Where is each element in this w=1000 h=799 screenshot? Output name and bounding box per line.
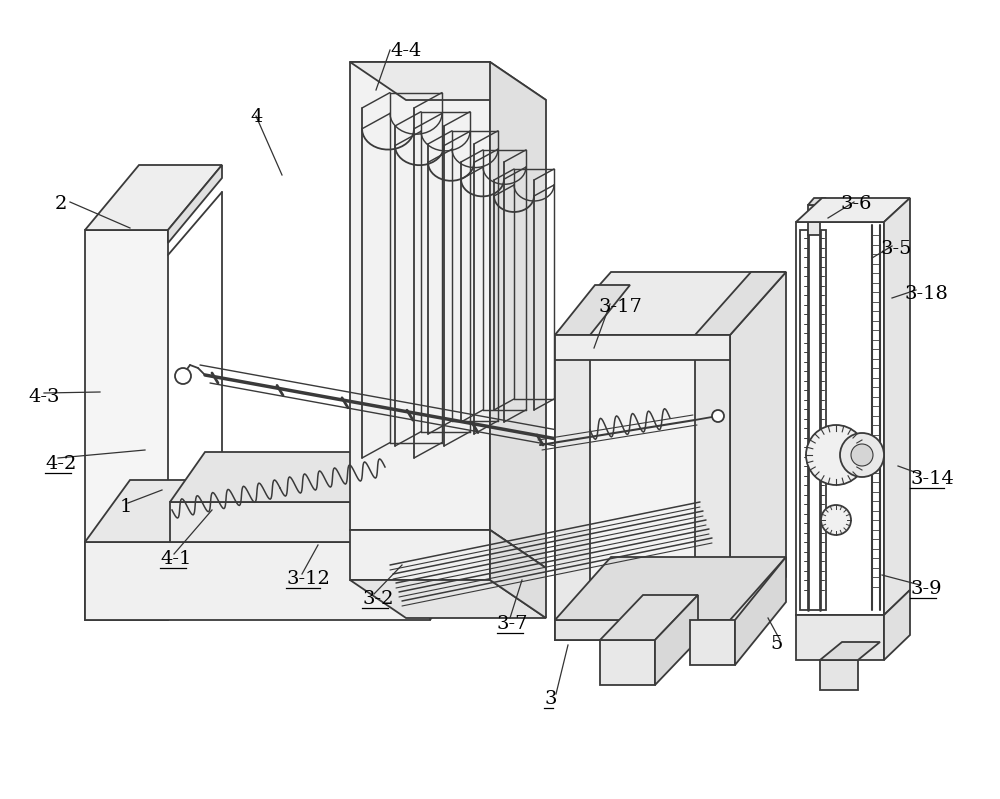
Text: 4-3: 4-3 (28, 388, 60, 406)
Polygon shape (730, 272, 786, 640)
Polygon shape (555, 335, 730, 640)
Circle shape (806, 425, 866, 485)
Polygon shape (168, 165, 222, 243)
Polygon shape (555, 335, 590, 640)
Polygon shape (85, 542, 430, 620)
Polygon shape (600, 640, 655, 685)
Text: 3-2: 3-2 (362, 590, 394, 608)
Polygon shape (808, 205, 820, 235)
Polygon shape (555, 335, 730, 360)
Polygon shape (490, 530, 546, 618)
Circle shape (175, 368, 191, 384)
Text: 3-17: 3-17 (598, 298, 642, 316)
Polygon shape (350, 62, 490, 530)
Polygon shape (85, 230, 168, 620)
Polygon shape (655, 595, 698, 685)
Polygon shape (490, 62, 546, 568)
Text: 3-18: 3-18 (905, 285, 949, 303)
Polygon shape (170, 502, 390, 542)
Polygon shape (884, 590, 910, 660)
Polygon shape (85, 165, 222, 230)
Text: 4-1: 4-1 (160, 550, 191, 568)
Text: 3-6: 3-6 (840, 195, 872, 213)
Polygon shape (350, 62, 546, 100)
Polygon shape (796, 198, 910, 222)
Polygon shape (555, 285, 630, 335)
Text: 5: 5 (770, 635, 782, 653)
Circle shape (840, 433, 884, 477)
Text: 3: 3 (544, 690, 556, 708)
Text: 4-2: 4-2 (45, 455, 76, 473)
Polygon shape (555, 620, 730, 640)
Text: 3-7: 3-7 (497, 615, 528, 633)
Polygon shape (820, 642, 880, 660)
Text: 3-12: 3-12 (286, 570, 330, 588)
Text: 4: 4 (250, 108, 262, 126)
Polygon shape (555, 272, 786, 335)
Polygon shape (600, 595, 698, 640)
Text: 3-14: 3-14 (910, 470, 954, 488)
Polygon shape (555, 557, 786, 620)
Polygon shape (796, 615, 884, 660)
Polygon shape (350, 580, 546, 618)
Polygon shape (820, 660, 858, 690)
Text: 3-9: 3-9 (910, 580, 942, 598)
Polygon shape (350, 530, 546, 568)
Circle shape (851, 444, 873, 466)
Polygon shape (390, 452, 425, 542)
Polygon shape (690, 620, 735, 665)
Text: 2: 2 (55, 195, 67, 213)
Polygon shape (808, 198, 826, 205)
Polygon shape (695, 335, 730, 640)
Polygon shape (350, 530, 490, 580)
Text: 3-5: 3-5 (880, 240, 912, 258)
Polygon shape (430, 480, 475, 620)
Circle shape (712, 410, 724, 422)
Polygon shape (695, 272, 786, 335)
Polygon shape (85, 480, 475, 542)
Text: 1: 1 (120, 498, 132, 516)
Polygon shape (735, 557, 786, 665)
Polygon shape (170, 452, 425, 502)
Polygon shape (884, 198, 910, 615)
Circle shape (821, 505, 851, 535)
Text: 4-4: 4-4 (390, 42, 421, 60)
